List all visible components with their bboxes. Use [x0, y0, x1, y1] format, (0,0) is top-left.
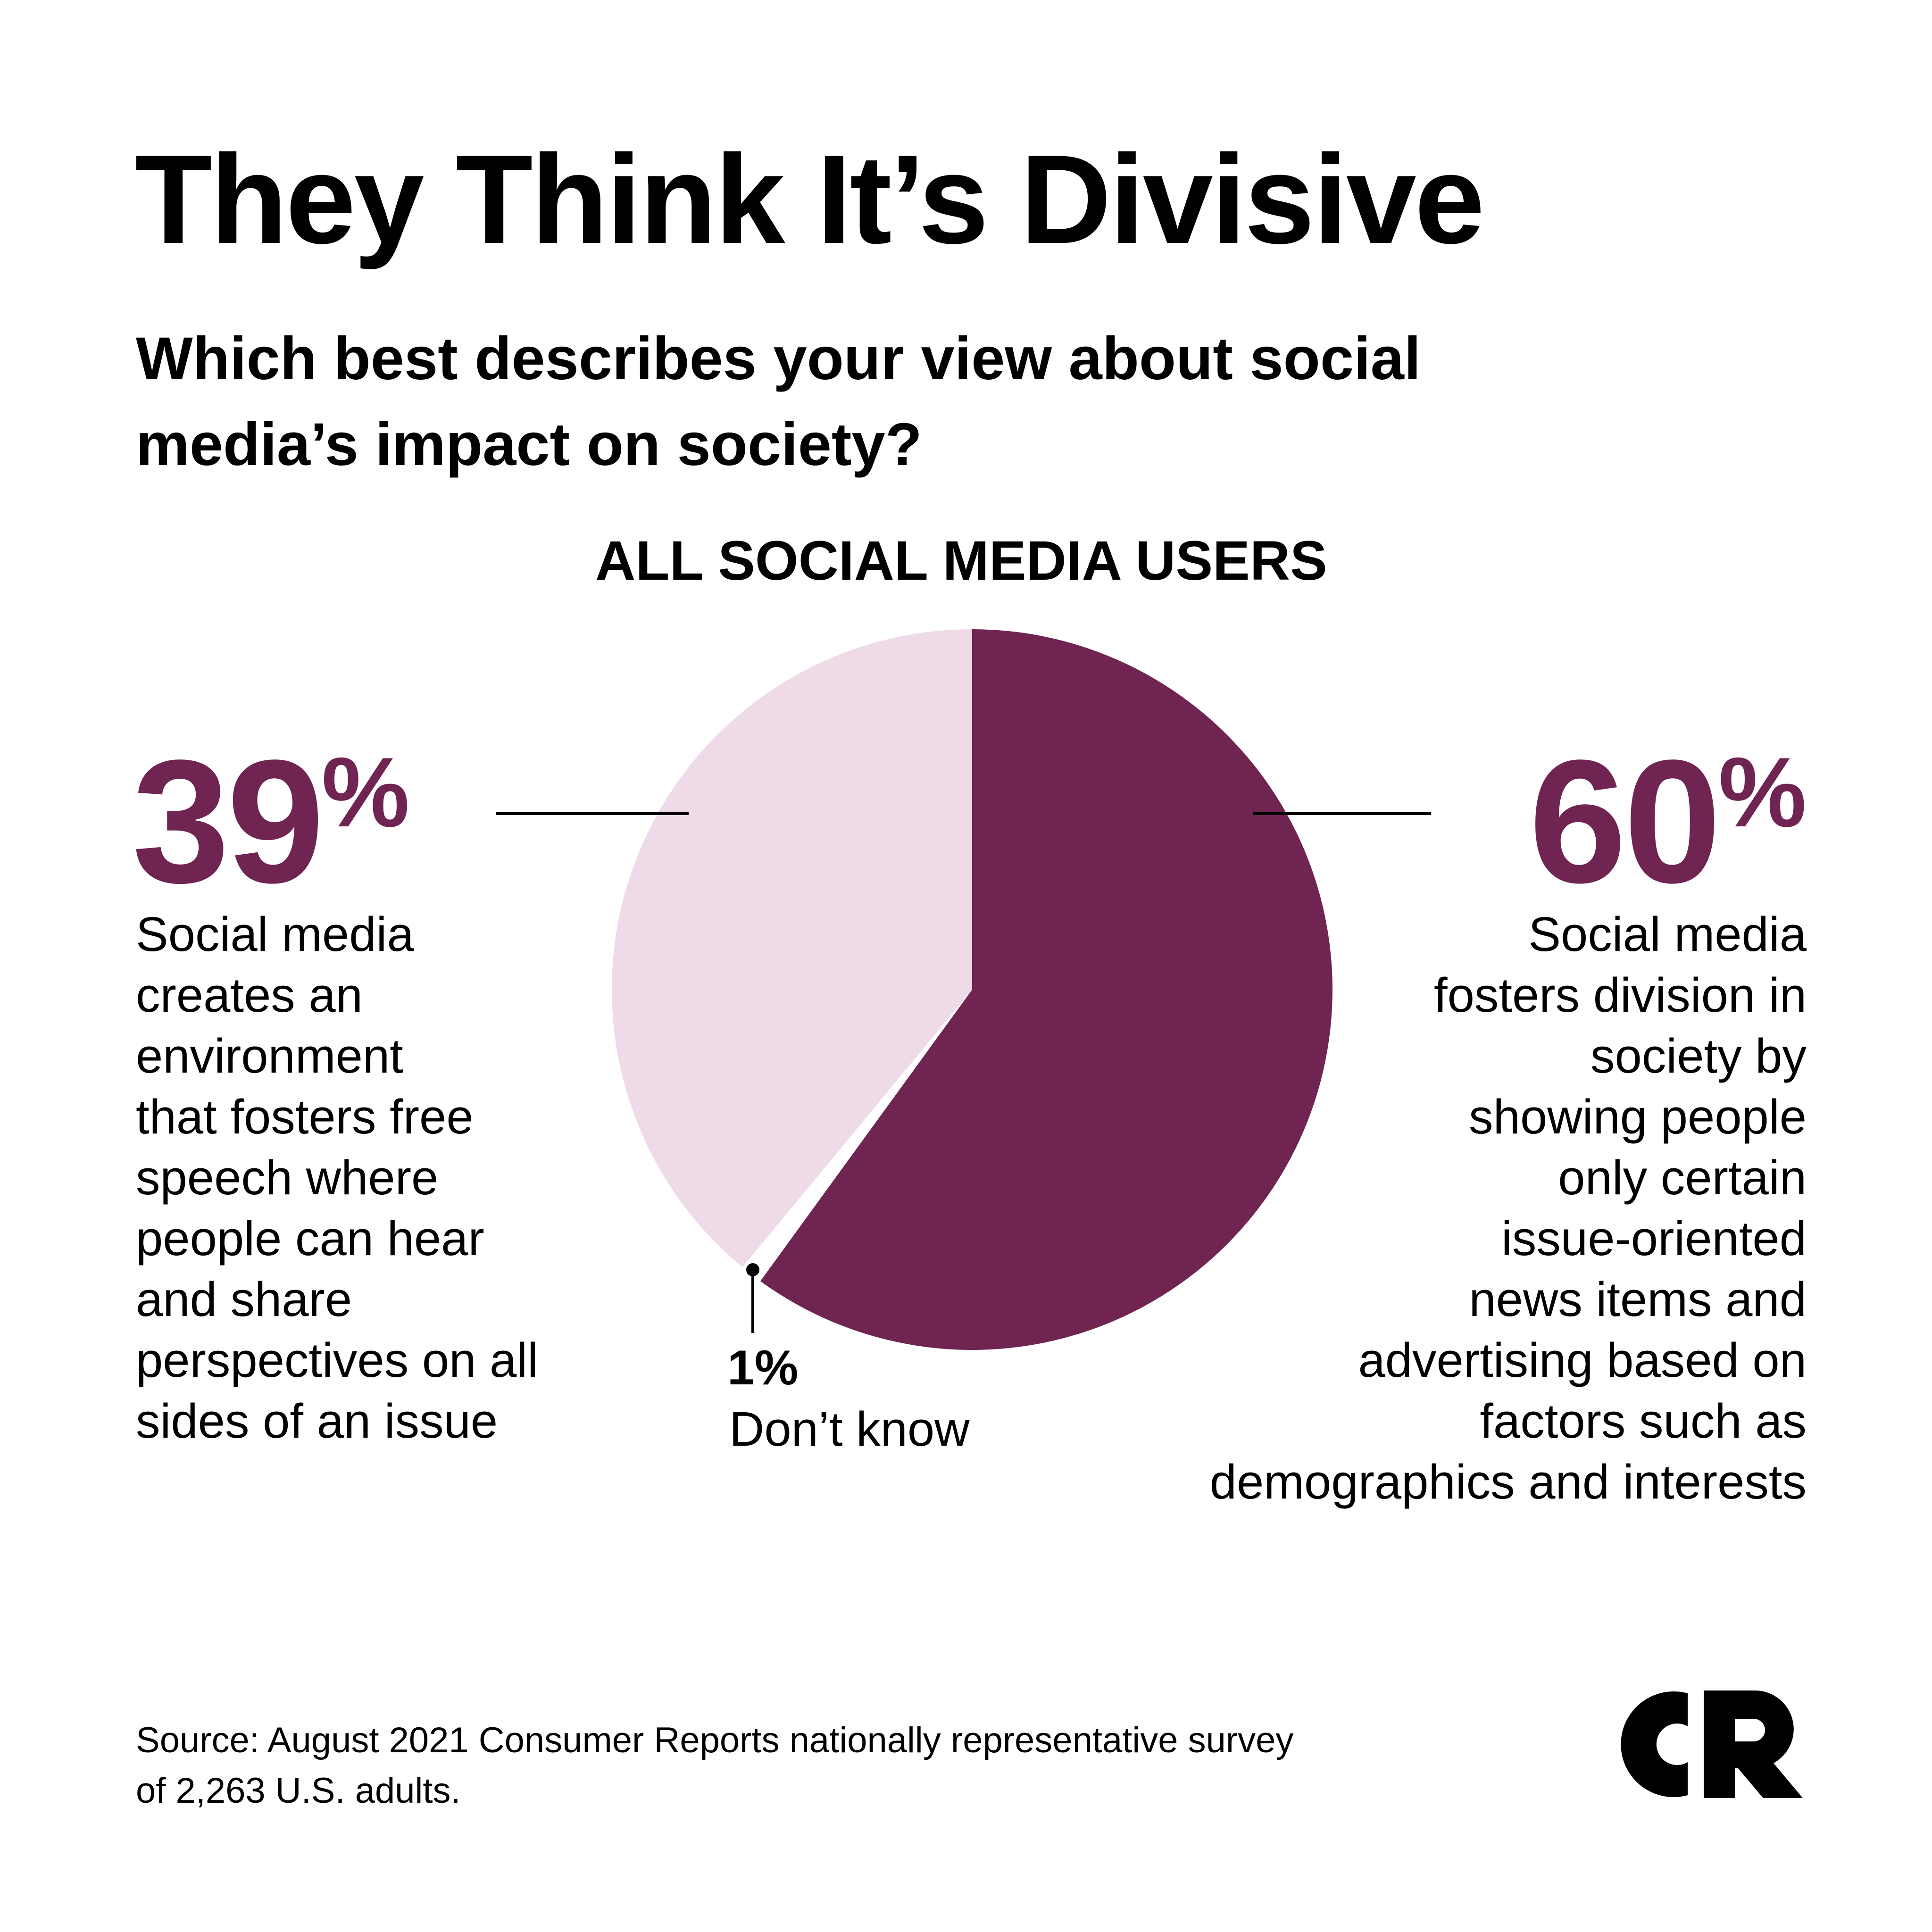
chart-subtitle: Which best describes your view about soc… [136, 325, 1421, 478]
dont-know-percentage: 1% [727, 1341, 799, 1395]
right-description: Social media fosters division in society… [1209, 907, 1807, 1509]
right-percentage-value: 60 [1529, 723, 1721, 919]
pie-slices [612, 629, 1332, 1350]
left-description: Social media creates an environment that… [136, 907, 539, 1448]
pie-slice-free-speech [612, 629, 972, 1267]
right-percentage-sign: % [1718, 737, 1807, 848]
chart-title: They Think It’s Divisive [135, 128, 1485, 270]
left-percentage-sign: % [321, 737, 410, 848]
pie-slice-division [760, 629, 1332, 1350]
dont-know-label: Don’t know [729, 1402, 970, 1456]
leader-dot-dont-know [746, 1263, 759, 1276]
pie-slice-dont-know [742, 990, 972, 1282]
cr-logo [1621, 1690, 1803, 1798]
right-percentage: 60% [1529, 733, 1807, 909]
chart-heading: ALL SOCIAL MEDIA USERS [595, 530, 1327, 592]
source-note: Source: August 2021 Consumer Reports nat… [136, 1720, 1294, 1811]
left-percentage: 39% [132, 733, 410, 909]
left-percentage-value: 39 [132, 723, 325, 919]
